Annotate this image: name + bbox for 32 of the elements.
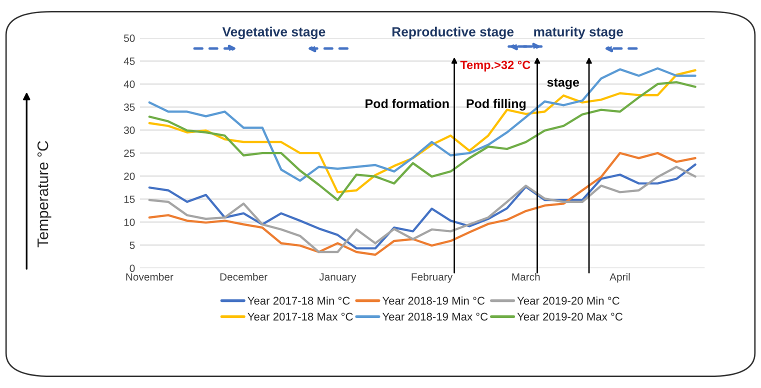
line-series (148, 152, 696, 256)
y-axis-title: Temperature °C (37, 141, 52, 248)
legend-label: Year 2018-19 Max °C (382, 312, 488, 321)
y-tick-label: 15 (124, 196, 135, 203)
y-tick-label: 5 (130, 242, 135, 249)
y-tick-label: 45 (124, 58, 135, 65)
annotation: Pod filling (466, 98, 526, 111)
legend-label: Year 2018-19 Min °C (382, 296, 485, 305)
legend-label: Year 2019-20 Min °C (517, 296, 620, 305)
y-tick-label: 20 (124, 172, 135, 180)
y-tick-label: 50 (124, 34, 135, 42)
annotation: Pod formation (366, 98, 449, 108)
y-tick-label: 10 (124, 218, 135, 226)
annotation: Temp.>32 °C (460, 60, 530, 72)
x-tick-label: February (412, 272, 453, 283)
x-tick-label: December (220, 272, 268, 281)
legend-label: Year 2017-18 Min °C (248, 296, 350, 305)
annotation: Reproductive stage (392, 26, 514, 40)
annotation: stage (547, 78, 580, 90)
y-tick-label: 0 (130, 264, 135, 272)
annotation: maturity stage (534, 26, 624, 40)
y-tick-label: 35 (124, 104, 135, 111)
y-tick-label: 30 (124, 126, 135, 134)
x-tick-label: November (126, 272, 174, 281)
x-tick-label: April (610, 272, 630, 283)
y-tick-label: 40 (124, 80, 135, 88)
y-tick-label: 25 (124, 150, 135, 157)
annotation: Vegetative stage (222, 26, 326, 40)
x-tick-label: January (319, 273, 356, 283)
legend-label: Year 2019-20 Max °C (517, 312, 623, 321)
legend-label: Year 2017-18 Max °C (248, 312, 353, 321)
x-tick-label: March (512, 272, 540, 281)
